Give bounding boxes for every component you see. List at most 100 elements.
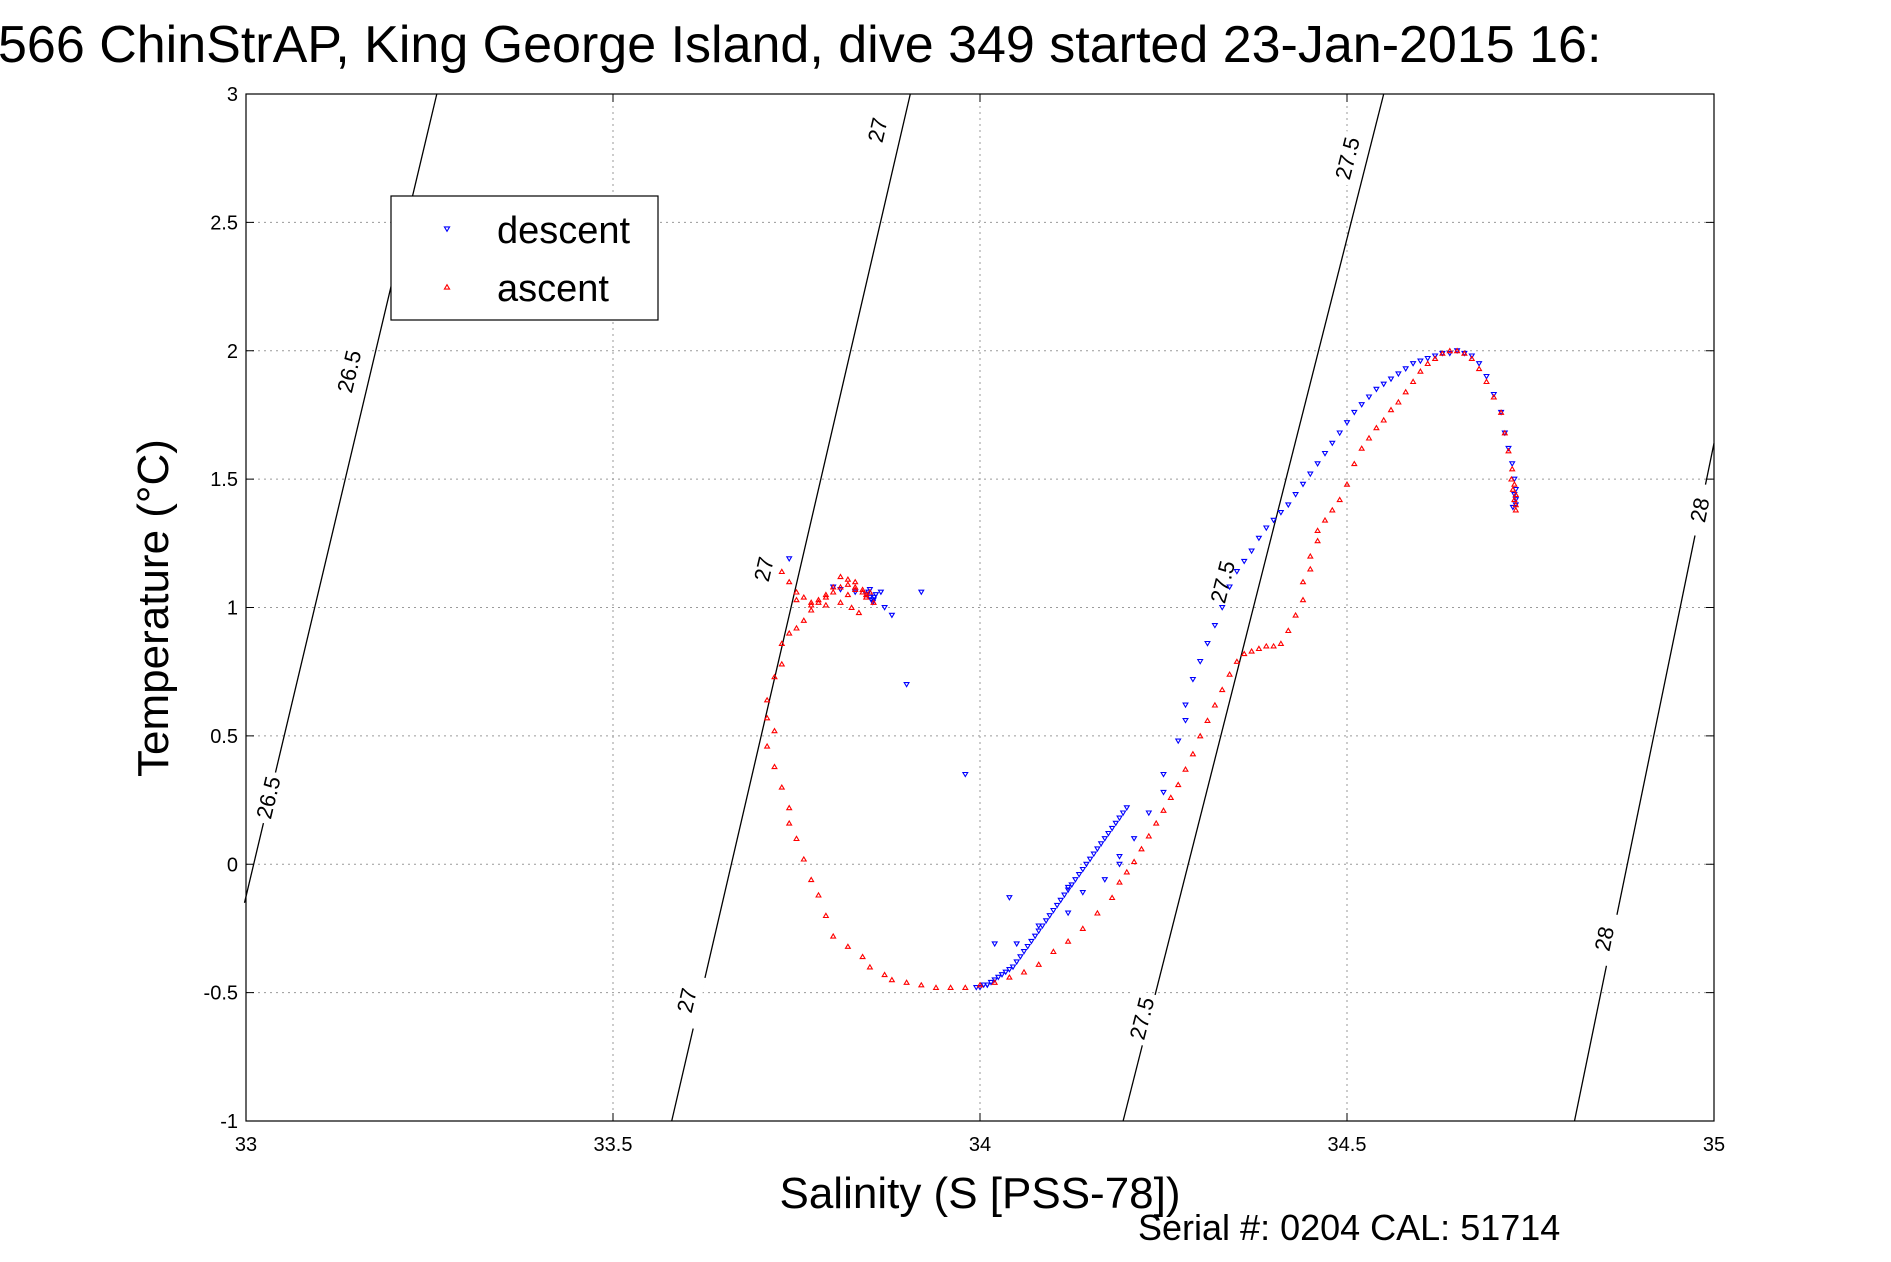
- descent-point: [1083, 861, 1090, 868]
- contour-label-background: [666, 971, 706, 1029]
- ascent-point: [851, 586, 859, 592]
- ascent-point: [800, 617, 808, 623]
- ascent-point: [851, 583, 859, 590]
- descent-point: [980, 982, 988, 989]
- descent-point: [1101, 836, 1109, 842]
- ascent-point: [1336, 496, 1344, 503]
- descent-point: [1468, 353, 1476, 360]
- descent-point: [1417, 358, 1424, 365]
- x-tick-label: 34: [969, 1134, 991, 1156]
- descent-point: [1380, 381, 1388, 388]
- descent-point: [1343, 420, 1351, 426]
- contour-label: 28: [1685, 495, 1714, 524]
- descent-point: [1013, 959, 1021, 966]
- legend-label-descent: descent: [497, 210, 631, 252]
- descent-point: [881, 605, 888, 611]
- ascent-point: [807, 876, 815, 883]
- descent-point: [1395, 371, 1402, 378]
- isopycnal-28: [1573, 443, 1715, 1122]
- descent-point: [1189, 676, 1197, 683]
- ascent-point: [1501, 429, 1509, 436]
- legend: descent ascent: [390, 195, 659, 321]
- descent-point: [1204, 640, 1211, 647]
- descent-point: [1090, 851, 1098, 858]
- descent-point: [983, 982, 991, 989]
- descent-point: [1483, 373, 1490, 380]
- ascent-point: [862, 594, 870, 600]
- descent-point: [1431, 353, 1439, 360]
- ascent-point: [837, 583, 844, 590]
- ascent-point: [1262, 642, 1270, 649]
- ascent-point: [870, 599, 877, 605]
- descent-point: [1002, 969, 1010, 976]
- ascent-point: [822, 594, 830, 600]
- contour-label: 27: [672, 986, 702, 1016]
- descent-point: [1446, 350, 1454, 357]
- descent-point: [994, 974, 1002, 981]
- ascent-point: [1284, 627, 1292, 634]
- ascent-point: [1123, 868, 1131, 875]
- ascent-point: [1050, 948, 1057, 955]
- descent-point: [1101, 877, 1109, 883]
- ascent-point: [822, 601, 830, 608]
- descent-point: [1328, 440, 1336, 447]
- ascent-point: [1226, 671, 1233, 677]
- ascent-point: [1189, 750, 1197, 757]
- ascent-point: [1006, 974, 1013, 980]
- descent-point: [1017, 954, 1024, 960]
- descent-point: [987, 979, 995, 986]
- x-tick-label: 35: [1703, 1134, 1725, 1156]
- ascent-point: [1395, 398, 1402, 405]
- ascent-point: [1365, 434, 1373, 441]
- descent-point: [1509, 504, 1517, 511]
- y-tick-label: 3: [227, 84, 238, 106]
- descent-series: [785, 348, 1520, 991]
- ascent-point: [763, 742, 771, 749]
- ascent-point: [1409, 378, 1417, 385]
- ascent-point: [1358, 445, 1366, 451]
- ascent-point: [866, 963, 874, 970]
- ascent-point: [1446, 347, 1454, 354]
- ascent-point: [1138, 845, 1145, 852]
- descent-point: [1116, 861, 1123, 868]
- contour-label-background: [248, 768, 288, 827]
- ascent-point: [763, 714, 771, 721]
- ascent-point: [1314, 537, 1321, 544]
- descent-point: [1053, 902, 1061, 909]
- x-tick-label: 33: [235, 1134, 257, 1156]
- x-axis-label: Salinity (S [PSS-78]): [779, 1169, 1180, 1218]
- ascent-point: [844, 943, 852, 949]
- descent-point: [851, 589, 859, 596]
- descent-point: [1512, 497, 1520, 503]
- ascent-point: [1439, 350, 1446, 356]
- ascent-point: [859, 953, 866, 960]
- descent-point: [917, 589, 925, 596]
- contour-label: 28: [1590, 924, 1619, 953]
- ascent-point: [932, 984, 940, 990]
- y-tick-label: 0: [227, 854, 238, 876]
- ascent-point: [1306, 552, 1314, 559]
- descent-point: [1182, 718, 1189, 724]
- ascent-point: [793, 624, 800, 631]
- chart-title: 566 ChinStrAP, King George Island, dive …: [0, 16, 1601, 74]
- ascent-point: [1490, 393, 1498, 400]
- y-tick-label: 1: [227, 598, 238, 620]
- ascent-point: [1509, 486, 1517, 492]
- ascent-point: [815, 596, 822, 603]
- ascent-point: [815, 891, 822, 898]
- ascent-point: [1453, 347, 1461, 354]
- x-tick-label: 34.5: [1328, 1134, 1367, 1156]
- contour-label-background: [329, 342, 369, 400]
- descent-point: [1097, 841, 1105, 847]
- ascent-point: [1321, 516, 1329, 523]
- contour-label-background: [1584, 910, 1623, 967]
- ascent-point: [778, 640, 786, 646]
- ascent-point: [793, 596, 800, 603]
- ascent-point: [1108, 894, 1116, 901]
- descent-point: [1028, 938, 1035, 945]
- ascent-point: [1248, 647, 1255, 654]
- ascent-point: [1387, 406, 1395, 413]
- ascent-point: [778, 568, 786, 575]
- ascent-point: [1505, 447, 1512, 454]
- descent-point: [1284, 502, 1292, 509]
